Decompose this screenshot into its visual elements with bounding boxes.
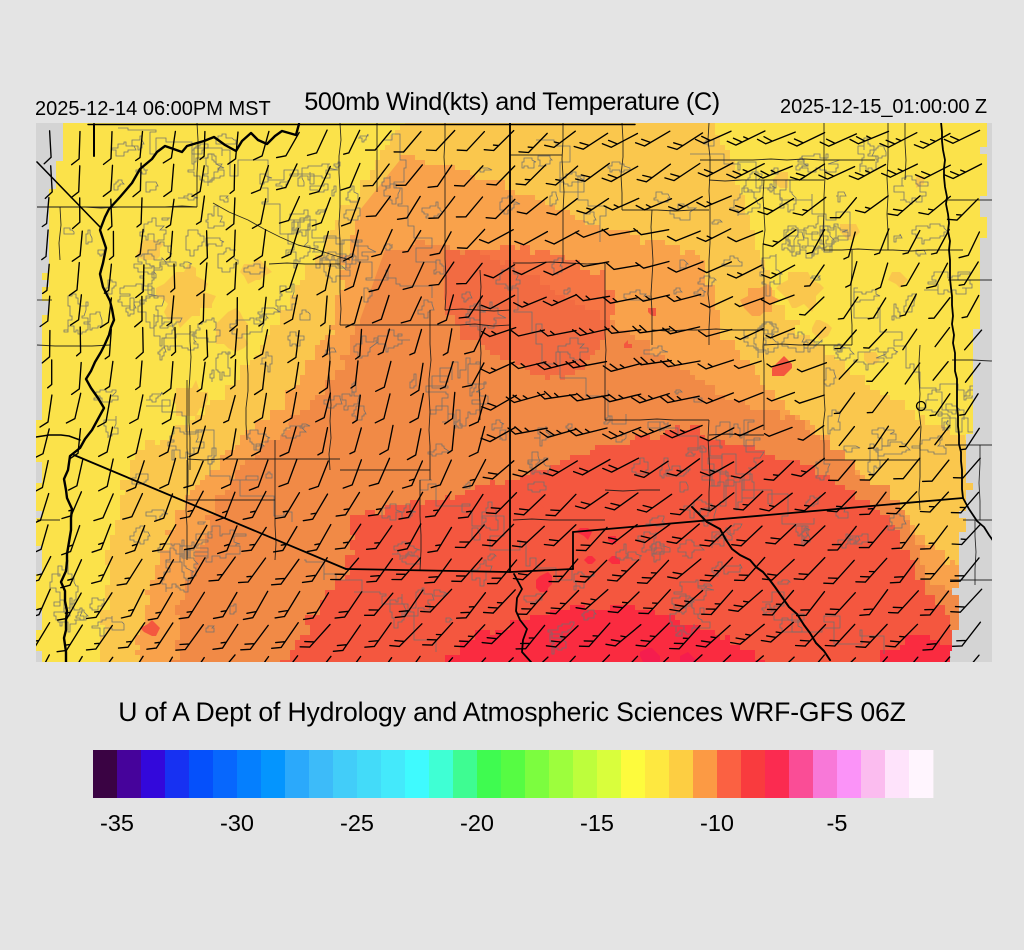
svg-text:-35: -35 (100, 810, 134, 836)
svg-text:-20: -20 (460, 810, 494, 836)
svg-text:U of A Dept of Hydrology and A: U of A Dept of Hydrology and Atmospheric… (118, 697, 906, 727)
svg-text:2025-12-15_01:00:00 Z: 2025-12-15_01:00:00 Z (780, 96, 987, 118)
svg-text:2025-12-14 06:00PM MST: 2025-12-14 06:00PM MST (35, 98, 271, 120)
svg-text:500mb Wind(kts) and Temperatur: 500mb Wind(kts) and Temperature (C) (304, 88, 719, 116)
svg-text:-10: -10 (700, 810, 734, 836)
svg-text:-25: -25 (340, 810, 374, 836)
svg-text:-30: -30 (220, 810, 254, 836)
svg-text:-5: -5 (827, 810, 848, 836)
svg-text:-15: -15 (580, 810, 614, 836)
